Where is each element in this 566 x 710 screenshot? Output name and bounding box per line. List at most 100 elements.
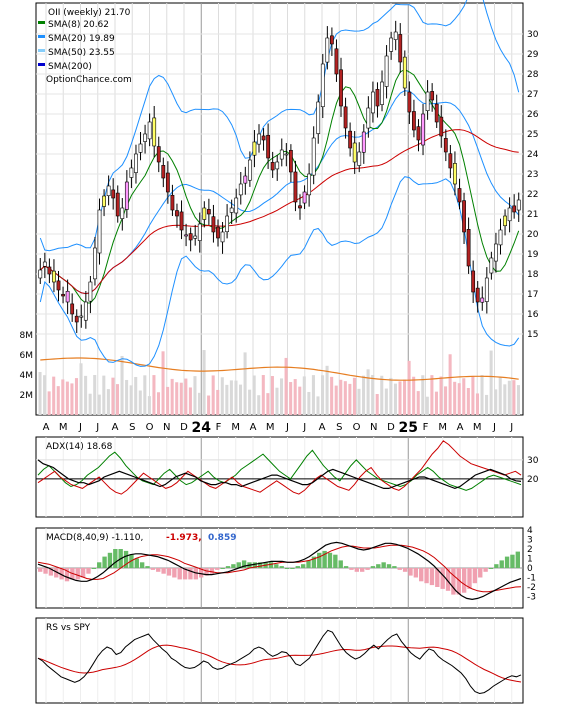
candle-body — [407, 91, 412, 113]
macd-histogram-bar — [91, 568, 97, 569]
macd-histogram-bar — [349, 568, 354, 570]
volume-bar — [393, 383, 397, 415]
volume-bar — [261, 375, 265, 415]
macd-histogram-bar — [145, 566, 150, 568]
candle-body — [52, 270, 56, 283]
y-tick-label: 24 — [527, 150, 539, 160]
volume-bar — [79, 363, 83, 415]
y-tick-label: 28 — [527, 70, 539, 80]
macd-histogram-bar — [333, 554, 338, 568]
upper-band-line — [39, 0, 520, 252]
minus-di-line — [37, 440, 522, 495]
y-tick-label: 19 — [527, 250, 539, 260]
macd-histogram-bar — [419, 568, 424, 582]
volume-bar — [498, 377, 502, 415]
candle-body — [302, 191, 307, 204]
candle-body — [275, 161, 280, 170]
candle-body — [343, 106, 348, 129]
legend-sma20: SMA(20) 19.89 — [48, 34, 115, 44]
candle-body — [416, 126, 421, 141]
volume-bar — [111, 377, 115, 415]
candle-body — [516, 199, 521, 211]
plus-di-line — [37, 449, 522, 491]
macd-histogram-bar — [209, 568, 215, 574]
volume-tick-label: 8M — [20, 331, 34, 341]
macd-histogram-bar — [107, 552, 113, 568]
candle-body — [371, 91, 375, 114]
candle-body — [489, 257, 494, 274]
price-legend: OII (weekly) 21.70 SMA(8) 20.62 SMA(20) … — [38, 8, 132, 85]
macd-histogram-bar — [440, 568, 445, 589]
volume-bar — [357, 388, 361, 415]
candle-body — [93, 247, 97, 280]
volume-bar — [129, 385, 133, 415]
candle-body — [389, 37, 394, 52]
candle-body — [120, 207, 125, 219]
candle-body — [234, 197, 239, 214]
lower-band-line — [39, 176, 520, 367]
macd-signal-line — [37, 544, 522, 593]
macd-histogram-bar — [494, 564, 499, 568]
macd-histogram-bar — [48, 568, 54, 576]
candle-body — [494, 243, 498, 262]
x-tick-label: F — [216, 422, 222, 433]
candle-body — [412, 111, 416, 131]
candle-body — [170, 195, 175, 211]
volume-bar — [302, 376, 306, 415]
macd-tick-label: 4 — [527, 526, 533, 536]
candle-body — [179, 211, 184, 231]
volume-bar — [316, 396, 320, 415]
volume-bar — [444, 386, 448, 415]
volume-bar — [152, 375, 156, 415]
volume-bar — [47, 391, 51, 415]
volume-bar — [425, 396, 429, 415]
volume-bar — [512, 380, 516, 415]
candle-body — [480, 297, 485, 303]
volume-bar — [371, 375, 375, 415]
macd-histogram-bar — [43, 568, 48, 574]
y-tick-label: 30 — [527, 30, 539, 40]
volume-bar — [339, 379, 343, 415]
volume-bar — [366, 369, 370, 415]
candle-body — [288, 149, 293, 173]
volume-bar — [421, 375, 425, 415]
macd-histogram-bar — [215, 568, 220, 570]
volume-bar — [448, 354, 452, 415]
volume-bar — [115, 384, 120, 415]
volume-bar — [389, 377, 393, 415]
x-tick-label: M — [438, 422, 447, 433]
candle-body — [439, 116, 444, 137]
volume-bar — [234, 380, 238, 415]
volume-bar — [238, 384, 243, 415]
y-tick-label: 26 — [527, 110, 539, 120]
volume-bar — [380, 375, 384, 415]
volume-bar — [125, 379, 129, 415]
volume-bar — [97, 394, 101, 415]
macd-histogram-bar — [274, 564, 279, 568]
sma50-line — [39, 129, 519, 295]
rs-line — [37, 629, 522, 695]
candle-body — [38, 269, 43, 279]
sma8-line — [39, 68, 520, 304]
x-tick-label: J — [78, 422, 82, 433]
volume-bar — [266, 393, 270, 415]
candle-body — [484, 277, 489, 302]
y-tick-label: 23 — [527, 170, 538, 180]
volume-bar — [38, 372, 42, 415]
candle-body — [316, 101, 321, 134]
macd-histogram-bar — [241, 560, 247, 568]
macd-histogram-bar — [483, 568, 488, 572]
candle-body — [184, 234, 188, 237]
volume-bar — [184, 378, 188, 415]
candle-body — [243, 175, 248, 184]
x-tick-label: A — [250, 422, 257, 433]
volume-bar — [179, 382, 183, 415]
candle-body — [152, 117, 157, 147]
candle-body — [311, 137, 316, 176]
volume-bar — [466, 388, 470, 415]
candle-body — [425, 91, 430, 111]
x-tick-label: N — [370, 422, 377, 433]
volume-bar — [457, 383, 461, 415]
macd-histogram-bar — [38, 568, 43, 572]
candle-body — [111, 189, 116, 199]
